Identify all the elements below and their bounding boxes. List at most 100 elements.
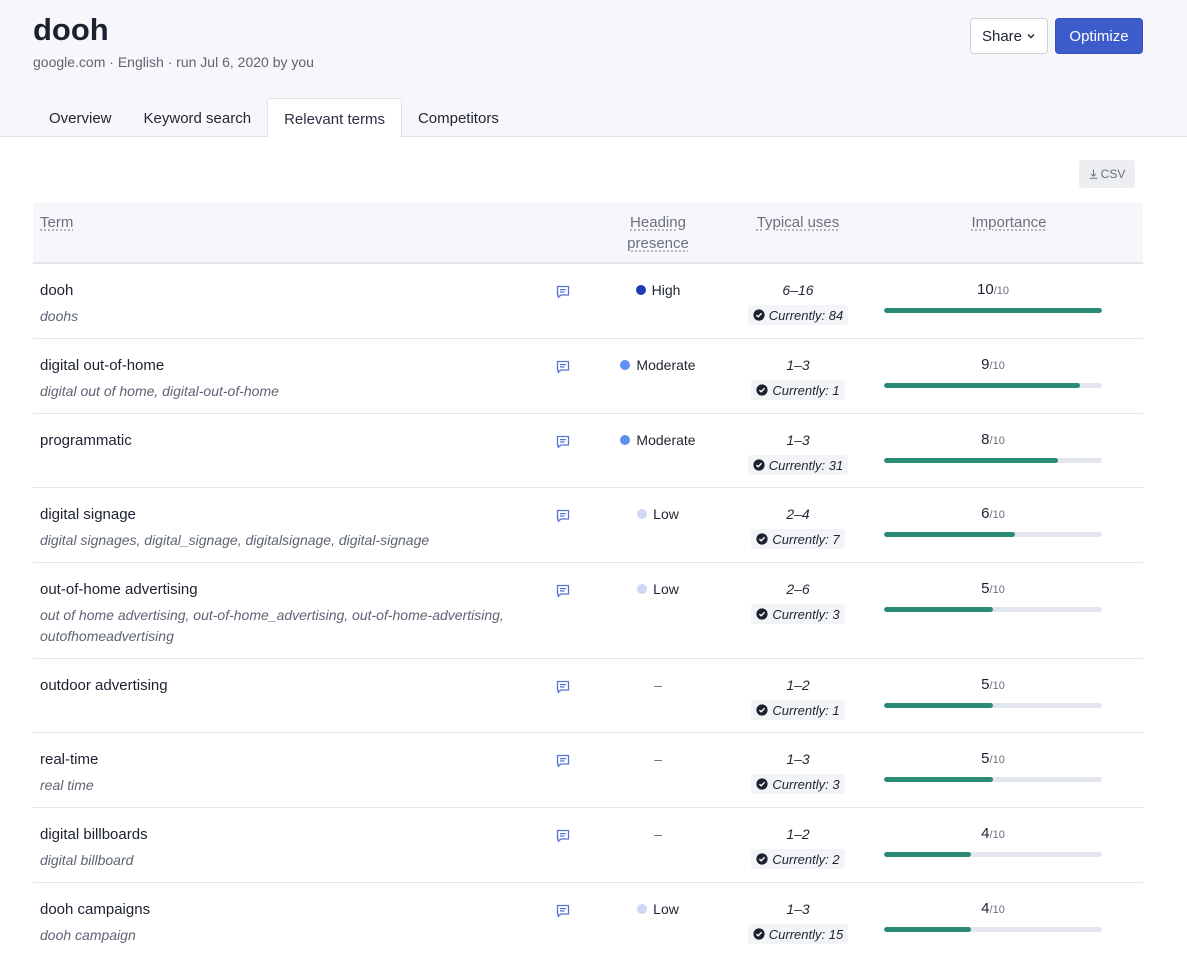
importance-value: 5: [981, 580, 990, 597]
csv-label: CSV: [1100, 167, 1126, 181]
presence-label: –: [654, 826, 662, 842]
tab-keyword-search[interactable]: Keyword search: [143, 110, 252, 127]
tab-competitors[interactable]: Competitors: [417, 110, 499, 127]
current-uses-pill: Currently: 1: [751, 700, 845, 720]
current-uses-label: Currently: 31: [768, 457, 844, 473]
table-row[interactable]: real-time real time – 1–3 Currently: 3 5/10: [33, 733, 1143, 808]
term-name: digital out-of-home: [40, 357, 165, 374]
check-circle-icon: [756, 608, 768, 620]
current-uses: Currently: 15: [739, 924, 857, 944]
optimize-button[interactable]: Optimize: [1055, 18, 1143, 54]
presence-dot: [637, 584, 648, 594]
presence-dot: [620, 435, 631, 445]
current-uses-label: Currently: 1: [772, 382, 840, 398]
page-header: dooh google.com · English · run Jul 6, 2…: [0, 0, 1187, 138]
comment-icon[interactable]: [555, 284, 571, 300]
term-variants: digital signages, digital_signage, digit…: [40, 532, 430, 548]
importance-bar-fill: [884, 852, 972, 857]
term-variants: doohs: [40, 308, 79, 324]
term-name: programmatic: [40, 432, 132, 449]
comment-icon[interactable]: [555, 753, 571, 769]
current-uses-pill: Currently: 84: [747, 305, 849, 325]
comment-icon[interactable]: [555, 359, 571, 375]
tab-relevant-terms[interactable]: Relevant terms: [267, 98, 402, 138]
term-name: real-time: [40, 751, 99, 768]
check-circle-icon: [756, 384, 768, 396]
importance-value: 5: [981, 750, 990, 767]
presence-label: –: [654, 751, 662, 767]
comment-icon[interactable]: [555, 508, 571, 524]
check-circle-icon: [756, 853, 768, 865]
share-button[interactable]: Share: [970, 18, 1048, 54]
heading-presence: Low: [603, 506, 713, 522]
table-row[interactable]: dooh campaigns dooh campaign Low 1–3 Current…: [33, 883, 1143, 956]
current-uses: Currently: 84: [739, 305, 857, 325]
importance-score: 9/10: [884, 356, 1102, 373]
current-uses-pill: Currently: 15: [747, 924, 849, 944]
term-name: digital billboards: [40, 826, 148, 843]
download-icon: [1089, 169, 1097, 179]
importance-score: 4/10: [884, 900, 1102, 917]
importance-bar: [884, 383, 1102, 388]
term-name: digital signage: [40, 506, 136, 523]
importance-bar: [884, 927, 1102, 932]
check-circle-icon: [756, 778, 768, 790]
presence-label: –: [654, 677, 662, 693]
current-uses-pill: Currently: 3: [751, 774, 845, 794]
csv-download-button[interactable]: CSV: [1079, 160, 1135, 188]
heading-presence: Low: [603, 901, 713, 917]
column-header-importance[interactable]: Importance: [971, 214, 1047, 231]
table-row[interactable]: out-of-home advertising out of home adver…: [33, 563, 1143, 659]
presence-label: Moderate: [636, 357, 696, 373]
importance-score: 6/10: [884, 505, 1102, 522]
typical-uses-range: 1–3: [786, 901, 810, 917]
importance-max: /10: [989, 829, 1005, 841]
typical-uses-range: 1–2: [786, 677, 810, 693]
heading-presence: Moderate: [603, 357, 713, 373]
importance-max: /10: [989, 754, 1005, 766]
current-uses-label: Currently: 7: [772, 531, 840, 547]
current-uses-label: Currently: 3: [772, 606, 840, 622]
column-header-typical-uses[interactable]: Typical uses: [756, 214, 840, 231]
importance-bar-fill: [884, 777, 993, 782]
typical-uses-range: 1–3: [786, 432, 810, 448]
importance-score: 4/10: [884, 825, 1102, 842]
table-row[interactable]: programmatic Moderate 1–3 Currently: 31 8/10: [33, 414, 1143, 488]
presence-dot: [620, 360, 631, 370]
importance-max: /10: [989, 904, 1005, 916]
importance-score: 5/10: [884, 580, 1102, 597]
term-name: outdoor advertising: [40, 677, 168, 694]
importance-value: 8: [981, 431, 990, 448]
comment-icon[interactable]: [555, 583, 571, 599]
importance-value: 9: [981, 356, 990, 373]
table-row[interactable]: digital billboards digital billboard – 1–2 C…: [33, 808, 1143, 883]
table-row[interactable]: outdoor advertising – 1–2 Currently: 1 5/10: [33, 659, 1143, 733]
column-header-term[interactable]: Term: [40, 214, 74, 231]
table-row[interactable]: dooh doohs High 6–16 Currently: 84 10/10: [33, 264, 1143, 339]
check-circle-icon: [753, 928, 765, 940]
term-variants: digital billboard: [40, 852, 134, 868]
typical-uses-range: 1–2: [786, 826, 810, 842]
comment-icon[interactable]: [555, 679, 571, 695]
table-row[interactable]: digital out-of-home digital out of home, …: [33, 339, 1143, 414]
presence-label: Low: [653, 581, 679, 597]
comment-icon[interactable]: [555, 828, 571, 844]
current-uses-pill: Currently: 2: [751, 849, 845, 869]
importance-bar: [884, 308, 1102, 313]
check-circle-icon: [756, 704, 768, 716]
comment-icon[interactable]: [555, 434, 571, 450]
presence-label: High: [651, 282, 681, 298]
column-header-heading-presence[interactable]: Heading presence: [627, 214, 689, 252]
current-uses-pill: Currently: 31: [747, 455, 849, 475]
comment-icon[interactable]: [555, 903, 571, 919]
share-button-label: Share: [981, 27, 1023, 45]
presence-dot: [635, 285, 646, 295]
importance-max: /10: [989, 360, 1005, 372]
importance-bar: [884, 852, 1102, 857]
importance-value: 4: [981, 900, 990, 917]
importance-max: /10: [989, 680, 1005, 692]
importance-bar-fill: [884, 703, 993, 708]
table-row[interactable]: digital signage digital signages, digital…: [33, 488, 1143, 563]
importance-bar-fill: [884, 927, 972, 932]
tab-overview[interactable]: Overview: [49, 110, 112, 127]
